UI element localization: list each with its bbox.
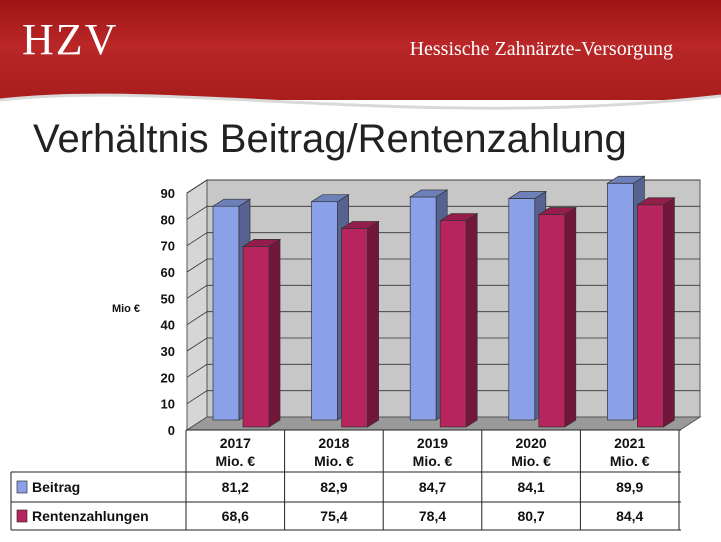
y-tick-label: 60 — [161, 265, 175, 280]
bar-rentenzahlungen-2019 — [438, 212, 479, 428]
bar-front — [212, 205, 240, 421]
data-label: 68,6 — [222, 508, 249, 524]
bar-side — [465, 212, 478, 428]
y-tick-label: 10 — [161, 397, 175, 412]
bar-front — [311, 201, 338, 421]
legend-entry: Beitrag — [32, 479, 80, 495]
bar-front — [341, 228, 368, 428]
bar-top — [537, 207, 578, 215]
bar-front — [409, 196, 437, 421]
y-axis-ticks: 0 10 20 30 40 50 60 70 80 90 — [161, 186, 175, 438]
bar-front — [439, 220, 467, 428]
gridline — [186, 179, 700, 194]
bar-side — [367, 220, 379, 428]
data-table: 2017 Mio. € 2018 Mio. € 2019 Mio. € 2020 Mio. €… — [10, 429, 681, 531]
data-label: 84,4 — [616, 508, 643, 524]
x-tick-label: 2020 — [516, 435, 547, 451]
x-tick-unit-label: Mio. € — [314, 453, 354, 469]
data-label: 80,7 — [517, 508, 544, 524]
x-tick-unit-label: Mio. € — [610, 453, 650, 469]
y-tick-label: 90 — [161, 186, 175, 201]
table-header-bg — [186, 430, 681, 472]
data-label: 82,9 — [320, 479, 347, 495]
bar-top — [340, 221, 380, 229]
legend-swatch — [16, 480, 28, 494]
legend-swatch — [16, 509, 28, 523]
bars — [211, 175, 676, 428]
bar-side — [268, 238, 281, 428]
y-tick-label: 40 — [161, 318, 175, 333]
bar-rentenzahlungen-2018 — [340, 220, 380, 428]
bar-front — [538, 214, 566, 428]
bar-front — [607, 182, 634, 421]
legend-entry: Rentenzahlungen — [32, 508, 149, 524]
brand-logo-text: HZV — [22, 15, 119, 64]
data-label: 84,1 — [517, 479, 544, 495]
bar-rentenzahlungen-2021 — [636, 197, 676, 428]
bar-front — [637, 204, 664, 428]
bar-rentenzahlungen-2020 — [537, 206, 578, 428]
bar-rentenzahlungen-2017 — [241, 238, 282, 428]
data-label: 81,2 — [222, 479, 249, 495]
x-tick-label: 2019 — [417, 435, 448, 451]
header-banner: HZV Hessische Zahnärzte-Versorgung — [0, 0, 721, 130]
x-tick-unit-label: Mio. € — [511, 453, 551, 469]
bar-top — [310, 194, 350, 203]
x-tick-unit-label: Mio. € — [215, 453, 255, 469]
y-axis-label: Mio € — [112, 303, 140, 315]
page-title: Verhältnis Beitrag/Rentenzahlung — [33, 117, 627, 161]
header-wave — [0, 93, 721, 130]
bar-side — [564, 206, 577, 428]
data-label: 84,7 — [419, 479, 446, 495]
x-tick-label: 2021 — [614, 435, 645, 451]
x-tick-label: 2017 — [220, 435, 251, 451]
table-body-bg — [11, 472, 681, 530]
y-tick-label: 80 — [161, 212, 175, 227]
y-tick-label: 50 — [161, 291, 175, 306]
y-tick-label: 0 — [168, 423, 175, 438]
bar-front — [242, 246, 270, 428]
bar-top — [438, 213, 479, 221]
y-tick-label: 30 — [161, 344, 175, 359]
y-tick-label: 20 — [161, 370, 175, 385]
chart-area: 0 10 20 30 40 50 60 70 80 90 Mio € 2017 Mio. € 2018 Mi… — [0, 170, 721, 542]
bar-top — [606, 175, 646, 184]
bar-top — [507, 191, 548, 199]
bar-chart: 0 10 20 30 40 50 60 70 80 90 Mio € 2017 Mio. € 2018 Mi… — [10, 175, 702, 531]
y-tick-label: 70 — [161, 239, 175, 254]
x-tick-label: 2018 — [318, 435, 349, 451]
data-label: 89,9 — [616, 479, 643, 495]
x-tick-unit-label: Mio. € — [413, 453, 453, 469]
data-label: 75,4 — [320, 508, 347, 524]
bar-top — [408, 189, 449, 198]
bar-front — [508, 198, 536, 421]
data-label: 78,4 — [419, 508, 446, 524]
bar-side — [663, 197, 675, 428]
bar-top — [241, 239, 282, 247]
bar-top — [211, 198, 252, 207]
bar-top — [636, 197, 676, 206]
organization-name: Hessische Zahnärzte-Versorgung — [409, 38, 673, 60]
